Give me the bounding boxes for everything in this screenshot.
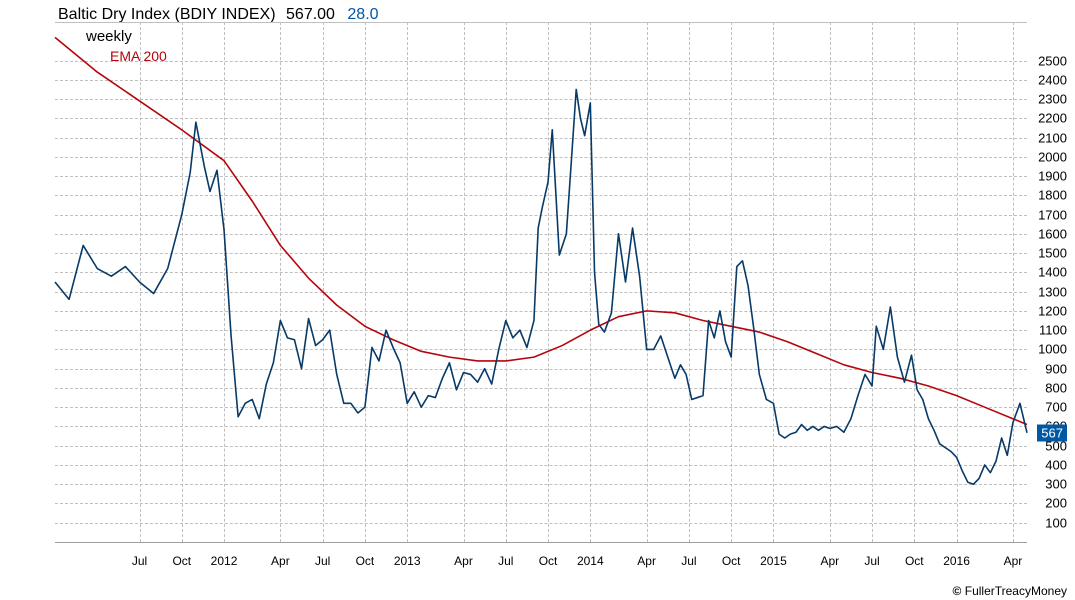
x-tick-label: Jul [681, 554, 696, 568]
x-tick-label: 2015 [760, 554, 787, 568]
y-tick-label: 1600 [1038, 226, 1067, 241]
x-tick-label: 2012 [211, 554, 238, 568]
y-tick-label: 2500 [1038, 53, 1067, 68]
x-tick-label: 2013 [394, 554, 421, 568]
x-tick-label: 2014 [577, 554, 604, 568]
x-tick-label: 2016 [943, 554, 970, 568]
y-tick-label: 400 [1045, 457, 1067, 472]
y-tick-label: 2100 [1038, 130, 1067, 145]
y-tick-label: 200 [1045, 496, 1067, 511]
y-tick-label: 2300 [1038, 92, 1067, 107]
y-tick-label: 100 [1045, 515, 1067, 530]
y-tick-label: 1000 [1038, 342, 1067, 357]
x-tick-label: Jul [864, 554, 879, 568]
x-tick-label: Oct [539, 554, 558, 568]
copyright-text: FullerTreacyMoney [965, 584, 1067, 598]
y-tick-label: 700 [1045, 400, 1067, 415]
y-tick-label: 900 [1045, 361, 1067, 376]
x-tick-label: Apr [820, 554, 839, 568]
baltic-dry-chart: Baltic Dry Index (BDIY INDEX) 567.00 28.… [0, 0, 1075, 600]
y-tick-label: 1700 [1038, 207, 1067, 222]
line-layer [0, 0, 1075, 600]
x-tick-label: Jul [498, 554, 513, 568]
y-tick-label: 2200 [1038, 111, 1067, 126]
y-tick-label: 1500 [1038, 246, 1067, 261]
y-tick-label: 800 [1045, 380, 1067, 395]
y-tick-label: 1100 [1039, 323, 1067, 338]
price-line [55, 89, 1027, 484]
x-tick-label: Jul [315, 554, 330, 568]
x-tick-label: Oct [722, 554, 741, 568]
x-tick-label: Apr [1004, 554, 1023, 568]
ema-line [55, 37, 1027, 424]
y-tick-label: 2400 [1038, 72, 1067, 87]
copyright: © FullerTreacyMoney [953, 584, 1067, 598]
x-tick-label: Apr [454, 554, 473, 568]
x-tick-label: Apr [271, 554, 290, 568]
y-tick-label: 1800 [1038, 188, 1067, 203]
copyright-symbol: © [953, 584, 962, 598]
y-tick-label: 300 [1045, 477, 1067, 492]
x-tick-label: Apr [637, 554, 656, 568]
x-tick-label: Jul [132, 554, 147, 568]
y-tick-label: 1400 [1038, 265, 1067, 280]
y-tick-label: 1900 [1038, 169, 1067, 184]
y-tick-label: 1300 [1038, 284, 1067, 299]
y-tick-label: 2000 [1038, 149, 1067, 164]
x-tick-label: Oct [905, 554, 924, 568]
x-tick-label: Oct [172, 554, 191, 568]
y-tick-label: 1200 [1038, 303, 1067, 318]
y-last-value-marker: 567 [1037, 424, 1067, 441]
x-tick-label: Oct [356, 554, 375, 568]
